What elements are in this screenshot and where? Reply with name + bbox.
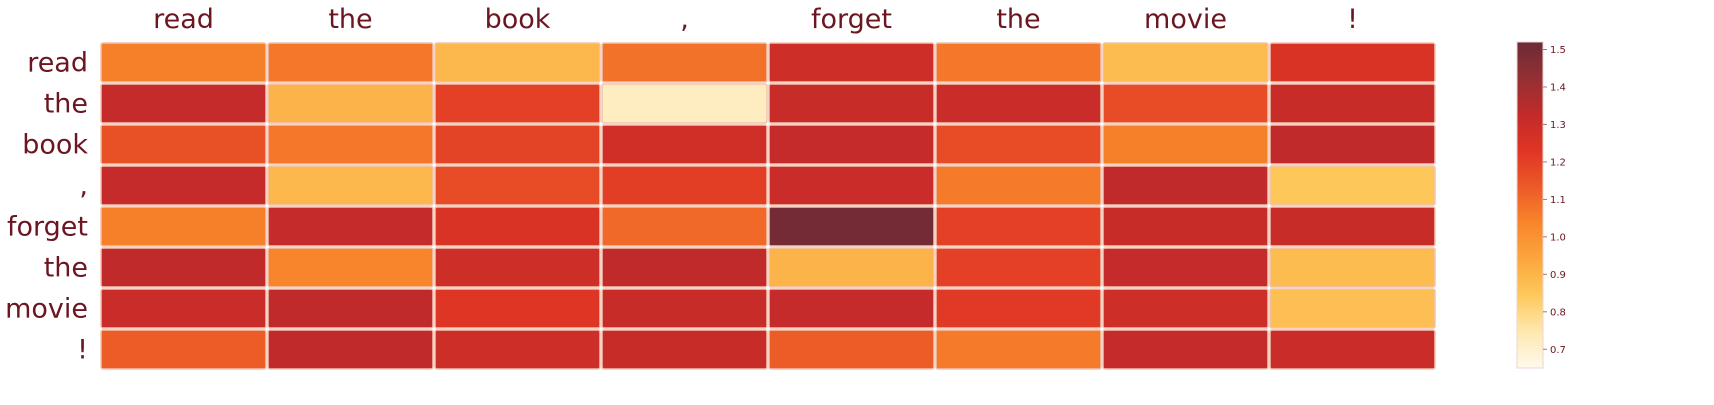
heatmap-cell (1102, 83, 1269, 124)
colorbar-ticks: 0.7 0.8 0.9 1.0 1.1 1.2 1.3 1.4 1.5 (1543, 45, 1566, 356)
heatmap-cell (1102, 247, 1269, 288)
heatmap-cell (935, 124, 1102, 165)
column-label: forget (811, 4, 892, 35)
heatmap-cell (267, 288, 434, 329)
heatmap-cell (601, 247, 768, 288)
colorbar-tick-label: 1.1 (1550, 195, 1566, 206)
colorbar: 0.7 0.8 0.9 1.0 1.1 1.2 1.3 1.4 1.5 (1516, 41, 1566, 369)
heatmap-cell (100, 124, 267, 165)
heatmap-cell (768, 83, 935, 124)
heatmap-cell (768, 42, 935, 83)
heatmap-cell (768, 329, 935, 370)
heatmap-cell (601, 288, 768, 329)
colorbar-gradient (1516, 41, 1544, 369)
heatmap-cell (100, 42, 267, 83)
heatmap-cell (100, 288, 267, 329)
heatmap-cell (434, 42, 601, 83)
heatmap-cell (935, 288, 1102, 329)
heatmap-cell (434, 247, 601, 288)
heatmap-cell (1102, 42, 1269, 83)
colorbar-tick-label: 1.0 (1550, 232, 1566, 243)
heatmap-cell (935, 42, 1102, 83)
colorbar-tick-label: 0.7 (1550, 345, 1566, 356)
heatmap-cell (768, 247, 935, 288)
row-label: book (22, 130, 88, 161)
heatmap-cell (935, 247, 1102, 288)
heatmap-cell (1102, 165, 1269, 206)
heatmap-cell (768, 288, 935, 329)
colorbar-tick-label: 1.2 (1550, 157, 1566, 168)
colorbar-tick-label: 0.8 (1550, 307, 1566, 318)
column-label: movie (1144, 4, 1227, 35)
column-labels: read the book, forget the movie! (153, 4, 1358, 35)
heatmap-cell (267, 165, 434, 206)
heatmap-cell (1269, 124, 1436, 165)
heatmap-cell (768, 206, 935, 247)
colorbar-tick-label: 1.3 (1550, 120, 1566, 131)
heatmap-cell (267, 247, 434, 288)
heatmap-cell (601, 165, 768, 206)
heatmap-cell (434, 83, 601, 124)
row-label: movie (5, 294, 88, 325)
colorbar-tick-label: 1.4 (1550, 82, 1566, 93)
heatmap-cell (601, 206, 768, 247)
heatmap-cell (267, 329, 434, 370)
heatmap-cell (434, 329, 601, 370)
heatmap-cell (434, 206, 601, 247)
colorbar-tick-label: 0.9 (1550, 270, 1566, 281)
row-label: ! (77, 335, 88, 366)
row-label: the (44, 253, 88, 284)
heatmap-cell (267, 42, 434, 83)
heatmap-cell (1269, 288, 1436, 329)
heatmap-cell (100, 165, 267, 206)
row-label: read (27, 48, 88, 79)
heatmap-cell (601, 42, 768, 83)
column-label: ! (1347, 4, 1358, 35)
column-label: the (996, 4, 1040, 35)
heatmap-cell (434, 288, 601, 329)
heatmap-cell (601, 83, 768, 124)
heatmap-cell (768, 165, 935, 206)
column-label: the (328, 4, 372, 35)
heatmap-cell (1269, 206, 1436, 247)
heatmap-cell (100, 206, 267, 247)
row-label: , (79, 171, 88, 202)
heatmap-cell (1102, 288, 1269, 329)
heatmap-cell (1269, 42, 1436, 83)
heatmap-cell (935, 165, 1102, 206)
heatmap-cells (100, 42, 1436, 370)
heatmap-cell (935, 83, 1102, 124)
heatmap-cell (601, 329, 768, 370)
heatmap-cell (1269, 165, 1436, 206)
heatmap-cell (1102, 124, 1269, 165)
column-label: , (680, 4, 689, 35)
row-label: forget (7, 212, 88, 243)
heatmap-cell (1102, 206, 1269, 247)
heatmap-cell (1269, 83, 1436, 124)
heatmap-cell (1269, 329, 1436, 370)
row-labels: read the book, forget the movie! (5, 48, 88, 366)
colorbar-tick-label: 1.5 (1550, 45, 1566, 56)
column-label: read (153, 4, 214, 35)
heatmap-cell (935, 206, 1102, 247)
heatmap-cell (601, 124, 768, 165)
heatmap-cell (267, 83, 434, 124)
row-label: the (44, 89, 88, 120)
column-label: book (485, 4, 551, 35)
heatmap-cell (768, 124, 935, 165)
heatmap-cell (100, 83, 267, 124)
heatmap-cell (100, 247, 267, 288)
heatmap-cell (267, 206, 434, 247)
heatmap-cell (434, 124, 601, 165)
heatmap-cell (100, 329, 267, 370)
heatmap-cell (1102, 329, 1269, 370)
heatmap-cell (935, 329, 1102, 370)
heatmap-cell (267, 124, 434, 165)
heatmap-cell (434, 165, 601, 206)
heatmap-cell (1269, 247, 1436, 288)
